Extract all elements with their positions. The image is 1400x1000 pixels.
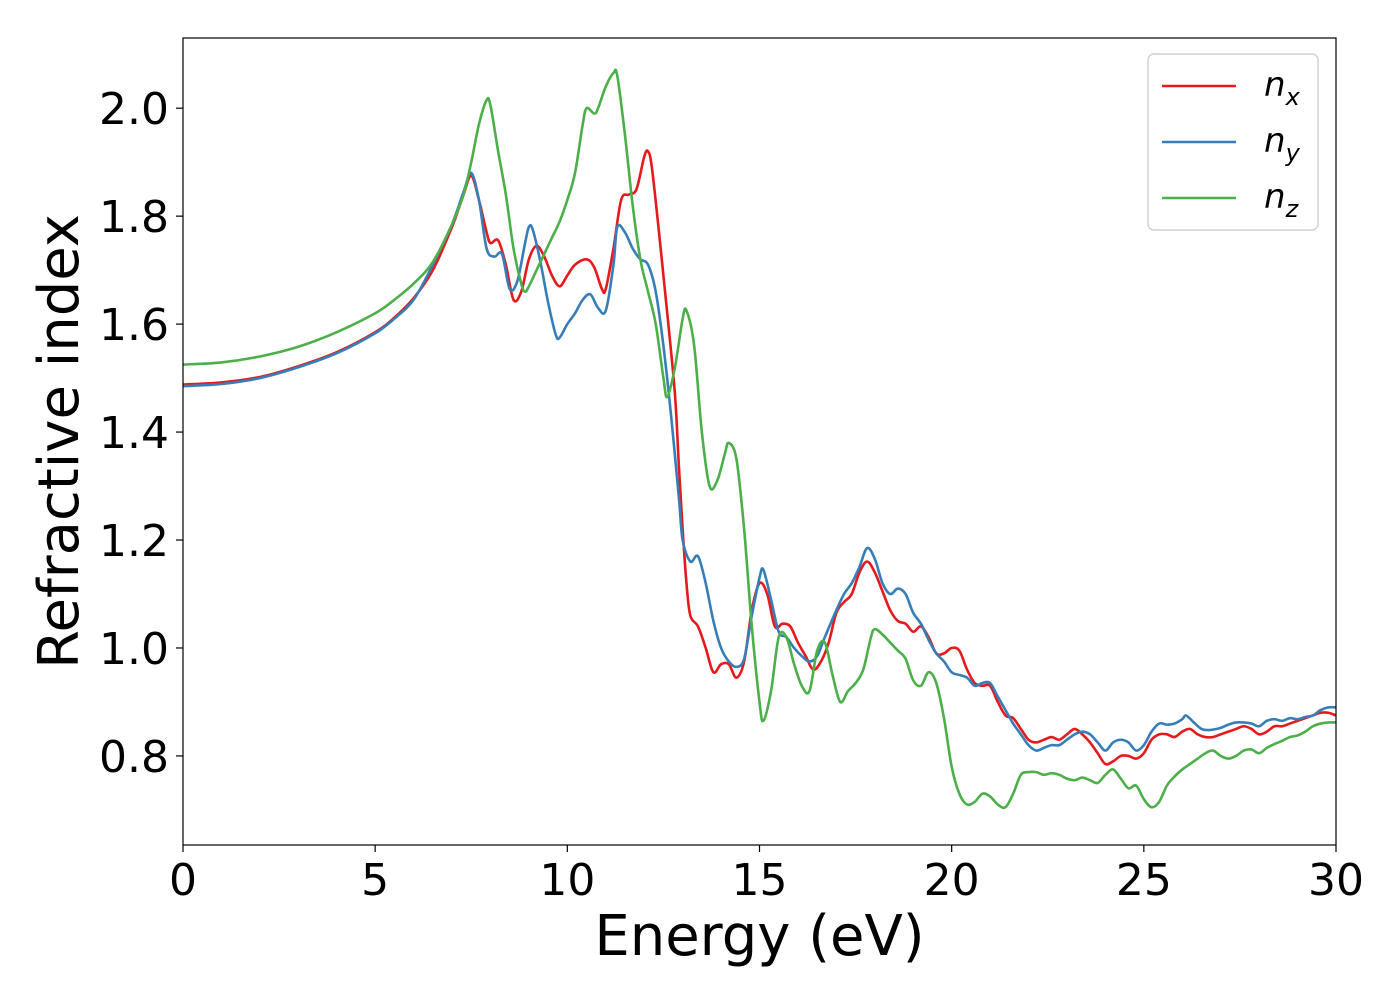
series-line-z	[183, 68, 1336, 810]
x-axis-ticks: 0 5 10 15 20 25 30	[169, 845, 1364, 906]
y-tick-label: 0.8	[99, 732, 169, 783]
series-line-x	[183, 149, 1336, 766]
y-tick-label: 1.8	[99, 192, 169, 243]
y-tick-label: 2.0	[99, 84, 169, 135]
x-tick-label: 10	[539, 855, 595, 906]
legend-label-z: nz	[1264, 177, 1300, 223]
x-tick-label: 20	[924, 855, 980, 906]
x-tick-label: 0	[169, 855, 197, 906]
series-line-y	[183, 171, 1336, 752]
y-axis-label: Refractive index	[27, 214, 92, 669]
legend: nx ny nz	[1147, 53, 1319, 231]
y-axis-ticks: 0.8 1.0 1.2 1.4 1.6 1.8 2.0	[99, 84, 183, 783]
x-tick-label: 30	[1308, 855, 1364, 906]
y-tick-label: 1.6	[99, 300, 169, 351]
y-tick-label: 1.4	[99, 408, 169, 459]
series-layer	[183, 68, 1336, 810]
x-axis-label: Energy (eV)	[594, 904, 924, 969]
legend-label-x: nx	[1264, 65, 1301, 111]
x-tick-label: 15	[732, 855, 788, 906]
y-tick-label: 1.2	[99, 516, 169, 567]
y-tick-label: 1.0	[99, 624, 169, 675]
x-tick-label: 5	[361, 855, 389, 906]
x-tick-label: 25	[1116, 855, 1172, 906]
legend-label-y: ny	[1264, 121, 1301, 167]
